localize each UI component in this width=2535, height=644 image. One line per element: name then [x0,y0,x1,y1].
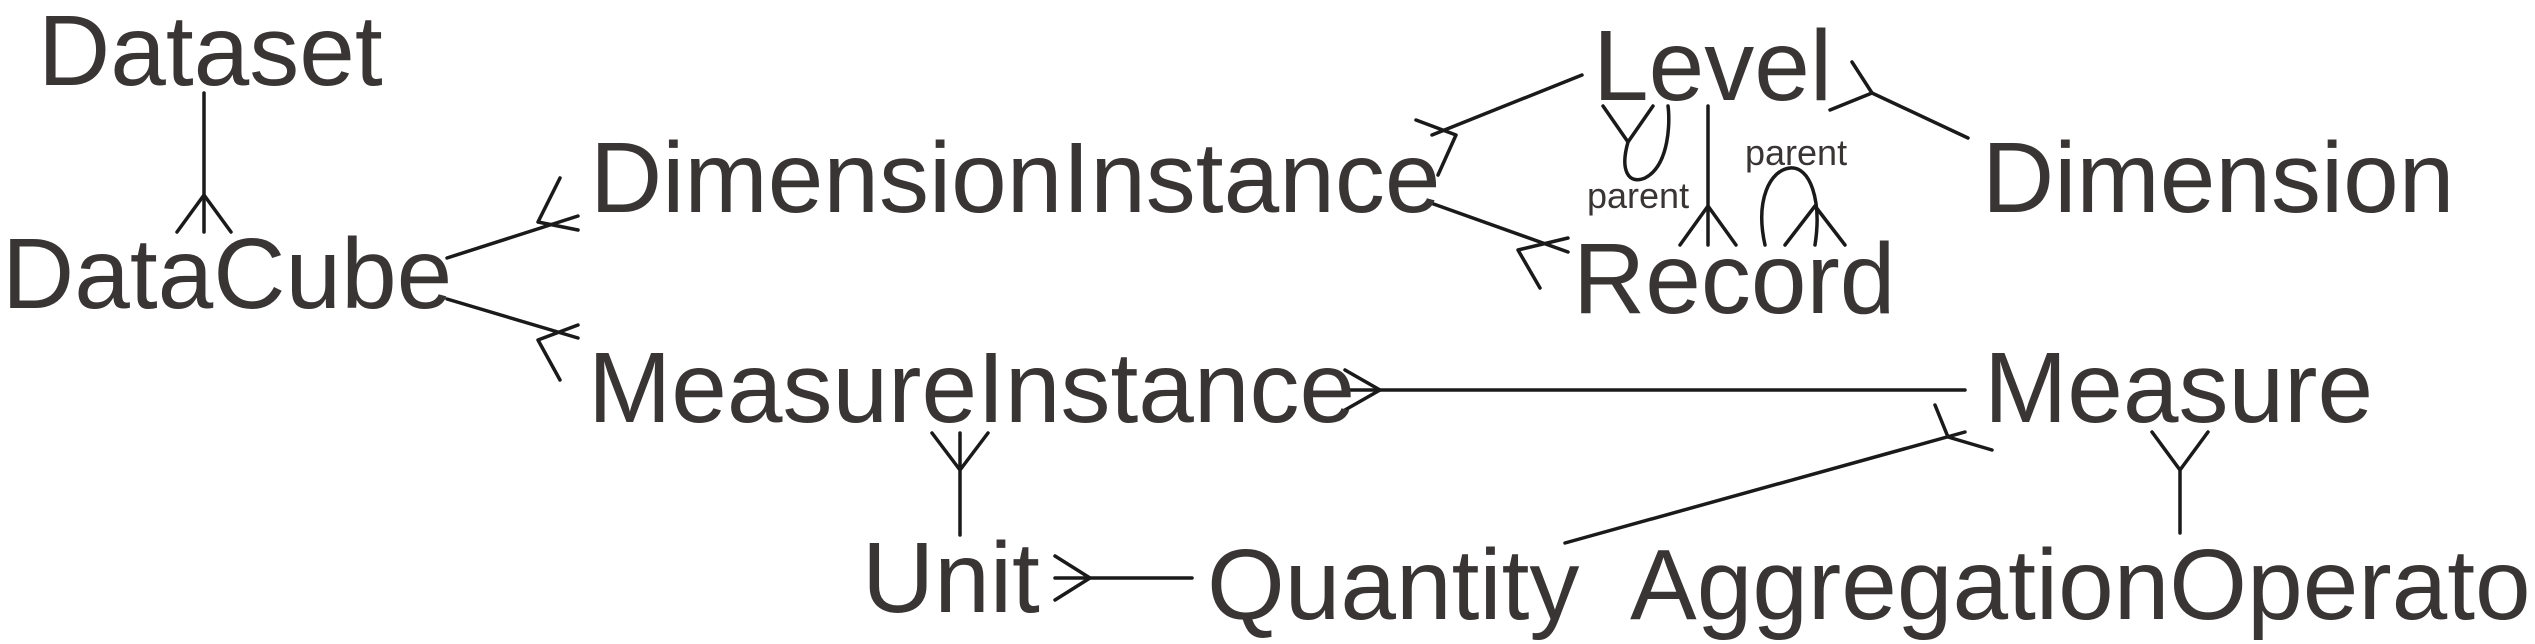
entity-datacube: DataCube [2,218,452,330]
entity-record: Record [1573,223,1895,335]
edge-unit-quantity [1053,554,1194,602]
edge-dimensioninstance-record [1426,200,1570,290]
entity-level: Level [1593,10,1832,122]
edge-measureinstance-measure [1343,368,1967,412]
edge-record-parent [1760,166,1847,247]
edge-level-record [1678,104,1738,247]
edge-quantity-measure [1563,403,1994,545]
edge-datacube-dimensioninstance [445,176,580,260]
entity-quantity: Quantity [1207,529,1579,641]
entity-unit: Unit [862,522,1040,634]
edge-level-parent [1601,104,1671,182]
entity-measureinstance: MeasureInstance [588,332,1355,444]
edge-dataset-datacube [175,91,233,234]
edge-dimensioninstance-level [1414,73,1584,177]
entity-aggregationoperator: AggregationOperator [1630,529,2535,641]
edge-level-dimension [1828,60,1970,140]
edge-measureinstance-unit [930,431,990,537]
entity-dataset: Dataset [38,0,383,107]
edge-aggregationoperator-measure [2150,430,2210,535]
entity-dimensioninstance: DimensionInstance [590,122,1440,234]
edge-datacube-measureinstance [445,297,580,382]
entity-dimension: Dimension [1982,122,2454,234]
relationship-label-level-parent: parent [1587,175,1689,216]
relationship-label-record-parent: parent [1745,132,1847,173]
entity-measure: Measure [1984,332,2373,444]
